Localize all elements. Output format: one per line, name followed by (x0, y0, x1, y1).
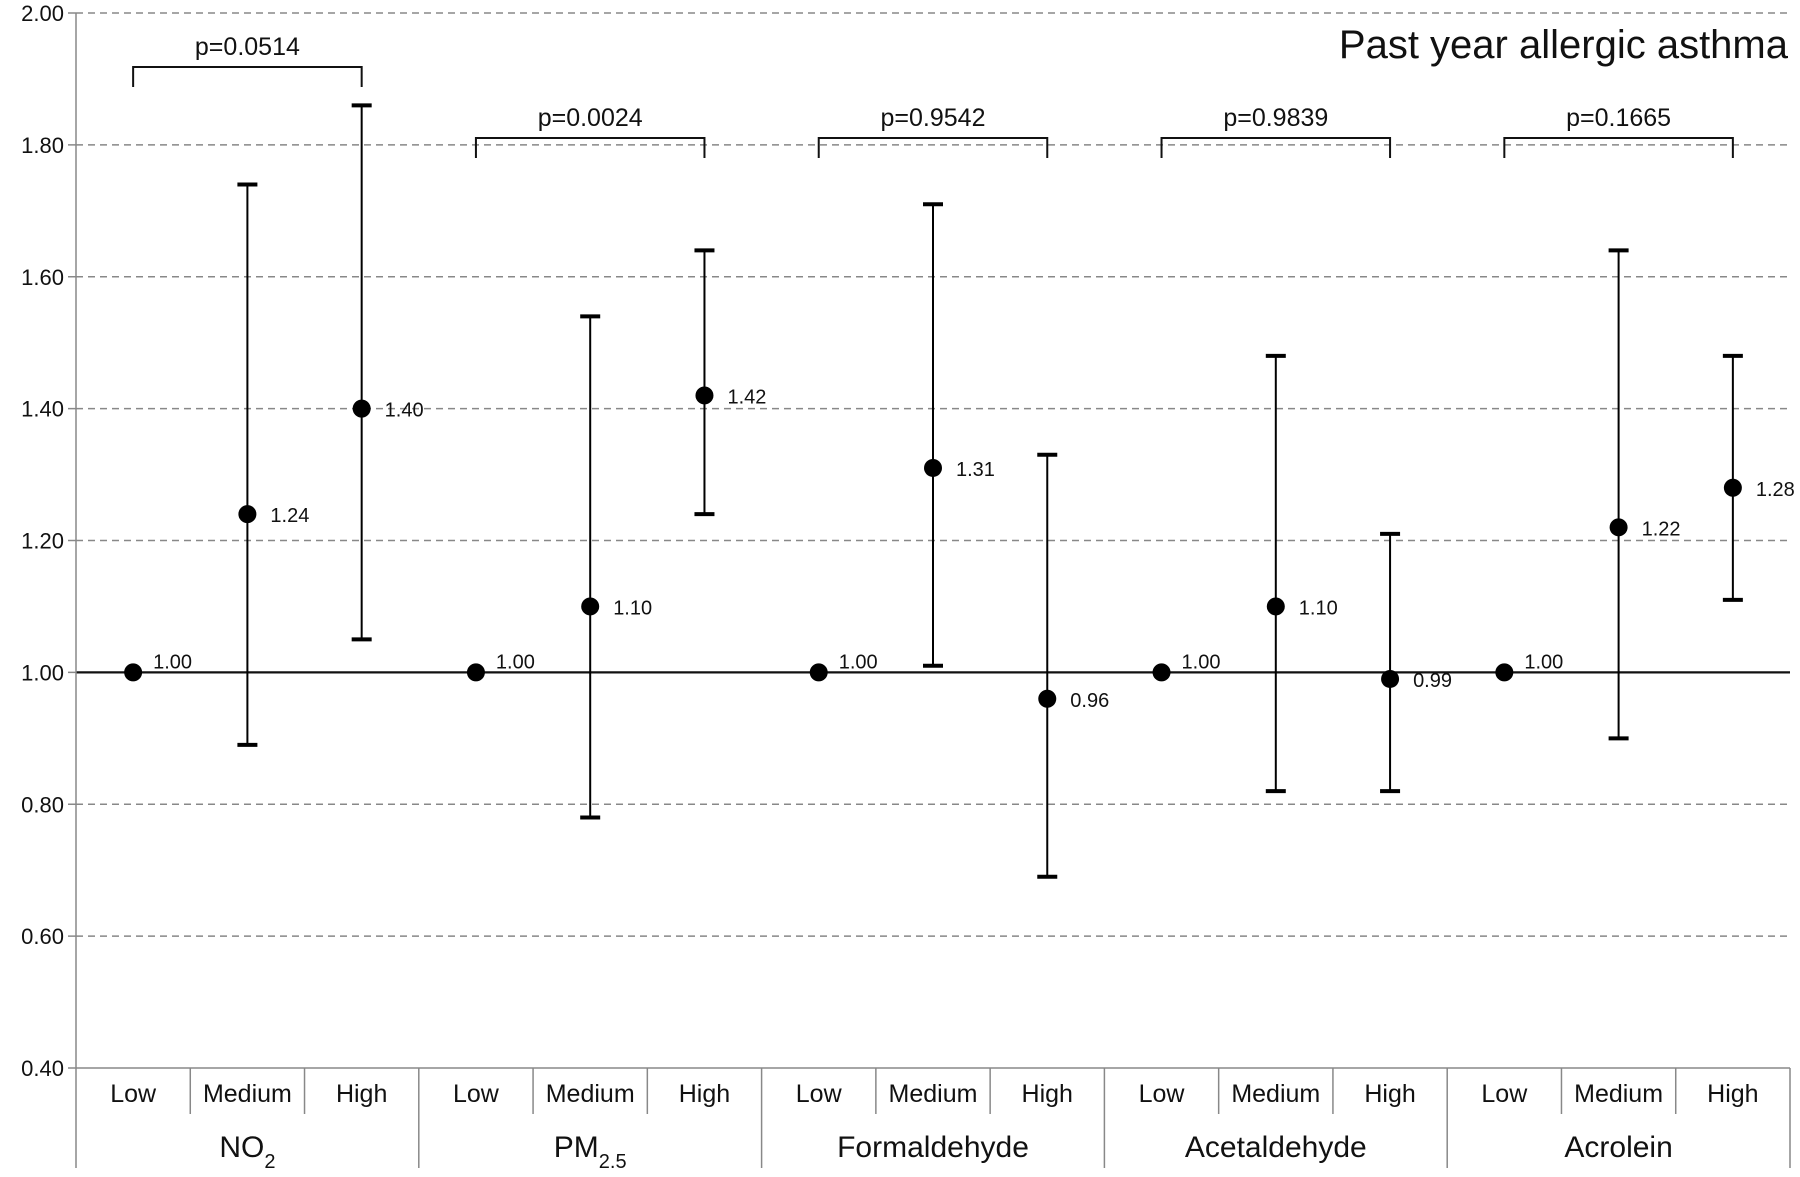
category-label: Low (1481, 1080, 1528, 1108)
category-label: High (1364, 1080, 1415, 1108)
bracket-layer: p=0.0514 p=0.0024 p=0.9542 p=0.9839 p=0.1665 (132, 33, 1734, 158)
estimate-point (1152, 663, 1171, 682)
chart-title: Past year allergic asthma (1339, 23, 1789, 67)
category-label: High (336, 1080, 387, 1108)
y-tick-label: 0.80 (21, 792, 64, 817)
y-tick-label: 1.60 (21, 265, 64, 290)
estimate-point (695, 386, 714, 405)
category-label: Medium (1574, 1080, 1663, 1108)
category-label: Medium (889, 1080, 978, 1108)
estimate-point (809, 663, 828, 682)
p-value-label: p=0.1665 (1566, 104, 1671, 132)
group-label: NO2 (219, 1131, 275, 1172)
estimate-point (1723, 478, 1742, 497)
data-label: 0.96 (1070, 690, 1109, 712)
marks-layer: 1.00 1.24 1.40 1.00 1.10 1.42 1.00 1.31 0.96 1.00… (124, 103, 1795, 879)
p-value-bracket (817, 137, 1049, 158)
category-label: Low (796, 1080, 843, 1108)
data-label: 1.00 (1182, 651, 1221, 673)
group-label: PM2.5 (554, 1131, 627, 1172)
data-label: 1.00 (496, 651, 535, 673)
y-tick-label: 1.80 (21, 133, 64, 158)
p-value-bracket (1160, 137, 1392, 158)
category-label: Medium (1231, 1080, 1320, 1108)
p-value-bracket (132, 66, 363, 87)
p-value-label: p=0.0514 (195, 33, 300, 61)
y-tick-label: 1.20 (21, 529, 64, 554)
group-label-subscript: 2 (264, 1151, 275, 1172)
category-label: High (1022, 1080, 1073, 1108)
data-label: 1.10 (613, 597, 652, 619)
p-value-label: p=0.0024 (538, 104, 643, 132)
category-label: Low (453, 1080, 500, 1108)
data-label: 1.28 (1756, 479, 1795, 501)
data-label: 1.10 (1299, 597, 1338, 619)
p-value-label: p=0.9542 (881, 104, 986, 132)
group-label-subscript: 2.5 (599, 1151, 627, 1172)
y-tick-label: 0.60 (21, 924, 64, 949)
y-tick-label: 1.00 (21, 660, 64, 685)
category-label: High (679, 1080, 730, 1108)
p-value-bracket (474, 137, 706, 158)
axis-layer: 0.40 0.60 0.80 1.00 1.20 1.40 1.60 1.80 2.00 Low M… (21, 1, 1791, 1173)
data-label: 1.24 (270, 505, 309, 527)
estimate-point (238, 505, 257, 524)
estimate-point (1038, 689, 1057, 708)
group-label: Formaldehyde (837, 1131, 1029, 1164)
y-tick-label: 0.40 (21, 1056, 64, 1081)
data-label: 1.42 (727, 386, 766, 408)
p-value-bracket (1503, 137, 1734, 158)
data-label: 1.40 (385, 400, 424, 422)
data-label: 0.99 (1413, 670, 1452, 692)
estimate-point (124, 663, 143, 682)
data-label: 1.22 (1642, 518, 1681, 540)
category-label: Medium (546, 1080, 635, 1108)
category-label: Medium (203, 1080, 292, 1108)
category-label: Low (1139, 1080, 1186, 1108)
data-label: 1.00 (153, 651, 192, 673)
data-label: 1.00 (839, 651, 878, 673)
estimate-point (1381, 669, 1400, 688)
estimate-point (581, 597, 600, 616)
estimate-point (1495, 663, 1514, 682)
estimate-point (1266, 597, 1285, 616)
data-label: 1.31 (956, 459, 995, 481)
data-label: 1.00 (1524, 651, 1563, 673)
group-label: Acetaldehyde (1185, 1131, 1367, 1164)
estimate-point (466, 663, 485, 682)
estimate-point (1609, 518, 1628, 537)
estimate-point (924, 458, 942, 477)
group-label: Acrolein (1564, 1131, 1672, 1164)
estimate-point (352, 399, 371, 418)
category-label: Low (110, 1080, 157, 1108)
y-tick-label: 2.00 (21, 1, 64, 26)
p-value-label: p=0.9839 (1223, 104, 1328, 132)
y-tick-label: 1.40 (21, 397, 64, 422)
category-label: High (1707, 1080, 1758, 1108)
